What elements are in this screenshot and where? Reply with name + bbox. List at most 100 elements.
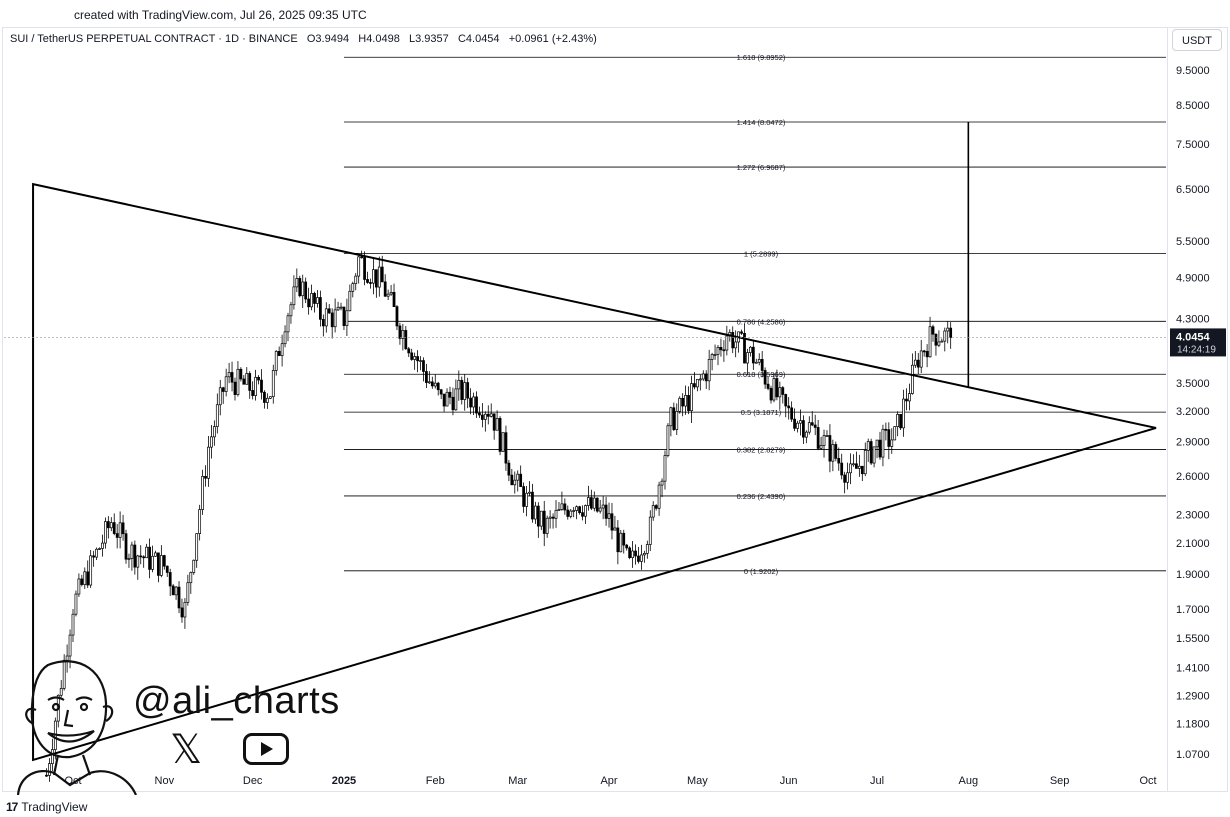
candles xyxy=(45,250,953,782)
candle-up xyxy=(657,484,661,509)
candle-up xyxy=(619,532,623,553)
candle-down xyxy=(622,532,626,546)
candle-up xyxy=(804,431,808,438)
candle-up xyxy=(525,492,528,507)
candle-down xyxy=(248,373,252,391)
candle-up xyxy=(863,450,867,475)
candle-down xyxy=(519,473,523,487)
candle-down xyxy=(239,368,243,380)
candle-up xyxy=(266,397,269,403)
price-tick-label: 1.9000 xyxy=(1176,569,1210,581)
candle-up xyxy=(127,558,131,560)
candle-up xyxy=(245,373,249,385)
candle-down xyxy=(92,555,95,558)
candle-up xyxy=(587,497,590,506)
time-tick-label: Jun xyxy=(780,775,798,787)
tradingview-footer[interactable]: 17 TradingView xyxy=(6,800,87,814)
candle-down xyxy=(442,393,446,407)
candle-up xyxy=(301,281,305,297)
candle-up xyxy=(893,426,897,441)
candle-up xyxy=(701,373,705,380)
candle-down xyxy=(616,527,620,553)
candle-up xyxy=(130,544,134,559)
candle-down xyxy=(581,512,584,517)
candle-down xyxy=(277,351,281,356)
candle-up xyxy=(607,513,611,519)
price-tick-label: 1.2900 xyxy=(1176,690,1210,702)
candle-up xyxy=(310,293,313,308)
candle-up xyxy=(669,407,673,427)
candle-down xyxy=(604,504,608,519)
time-tick-label: Sep xyxy=(1050,775,1070,787)
candle-down xyxy=(855,463,858,469)
candle-down xyxy=(260,379,263,393)
candle-down xyxy=(112,522,116,534)
candle-down xyxy=(878,439,882,458)
price-tick-label: 3.2000 xyxy=(1176,406,1210,418)
candle-down xyxy=(860,465,864,475)
high-value: H4.0498 xyxy=(358,33,400,45)
candle-up xyxy=(457,379,461,390)
candle-up xyxy=(227,372,231,378)
fib-level-label: 1.414 (8.0472) xyxy=(737,118,786,127)
candle-up xyxy=(283,331,287,345)
price-tick-label: 6.5000 xyxy=(1176,184,1210,196)
candle-up xyxy=(913,359,917,366)
candle-up xyxy=(59,688,63,696)
candle-up xyxy=(911,364,914,394)
candle-up xyxy=(271,370,275,398)
candle-down xyxy=(843,474,847,483)
price-tick-label: 9.5000 xyxy=(1176,65,1210,77)
candle-down xyxy=(392,291,396,307)
candle-up xyxy=(651,505,655,518)
candle-up xyxy=(943,330,947,342)
candle-down xyxy=(369,282,372,284)
candle-down xyxy=(307,298,310,308)
candle-down xyxy=(899,413,902,429)
candle-down xyxy=(304,281,308,300)
candle-up xyxy=(212,426,216,438)
candle-up xyxy=(772,378,776,401)
candle-up xyxy=(357,256,361,277)
candle-down xyxy=(330,312,334,328)
candle-up xyxy=(749,346,752,353)
candle-up xyxy=(946,327,950,332)
candle-down xyxy=(916,359,920,368)
candle-down xyxy=(257,376,260,381)
candle-down xyxy=(687,395,690,411)
candle-up xyxy=(445,391,449,407)
fib-level-label: 1.618 (9.8952) xyxy=(737,53,786,62)
candle-up xyxy=(778,387,782,398)
candle-down xyxy=(536,505,540,527)
candle-down xyxy=(486,413,490,417)
candle-up xyxy=(339,306,343,309)
candle-down xyxy=(242,378,246,385)
footer-brand: TradingView xyxy=(21,800,88,814)
candle-down xyxy=(374,269,378,288)
candle-up xyxy=(192,559,196,573)
candle-down xyxy=(793,418,796,429)
price-tick-label: 1.1800 xyxy=(1176,718,1210,730)
candle-down xyxy=(522,486,525,507)
candle-down xyxy=(45,774,48,777)
candle-down xyxy=(542,510,546,534)
candle-up xyxy=(569,510,573,517)
candle-down xyxy=(760,359,764,371)
fib-level-label: 0 (1.9202) xyxy=(744,567,779,576)
candle-up xyxy=(849,463,852,474)
candle-up xyxy=(104,521,107,544)
candle-up xyxy=(292,286,296,306)
symbol-name[interactable]: SUI / TetherUS PERPETUAL CONTRACT · 1D ·… xyxy=(10,33,298,45)
candle-down xyxy=(327,308,331,314)
candle-down xyxy=(383,281,387,297)
candle-up xyxy=(136,555,140,568)
price-axis-divider xyxy=(1167,27,1168,792)
candle-up xyxy=(210,436,213,448)
candle-up xyxy=(195,533,199,561)
currency-button[interactable]: USDT xyxy=(1172,29,1222,51)
time-tick-label: Mar xyxy=(508,775,527,787)
candle-up xyxy=(908,393,911,402)
candle-down xyxy=(834,444,838,459)
candle-up xyxy=(572,510,576,512)
